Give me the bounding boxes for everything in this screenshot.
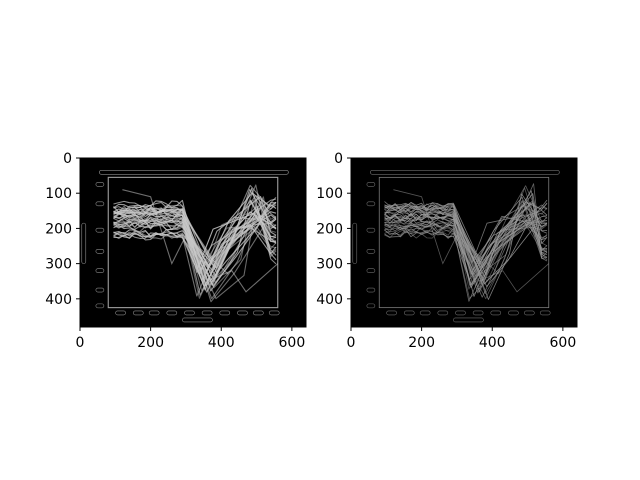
- x-tick-label: 0: [347, 335, 356, 351]
- y-tick-label: 100: [45, 186, 72, 202]
- edge-image: [352, 169, 560, 323]
- x-tick-label: 0: [76, 335, 85, 351]
- y-tick-label: 200: [45, 221, 72, 237]
- right-image-panel: 0 200 400 600 0 100 200 300 400: [316, 151, 578, 351]
- x-tick-label: 200: [137, 335, 164, 351]
- edge-image: [81, 169, 289, 323]
- y-tick-label: 200: [316, 221, 343, 237]
- x-tick-label: 600: [279, 335, 306, 351]
- y-tick-label: 0: [63, 151, 72, 167]
- x-tick-label: 400: [208, 335, 235, 351]
- axes-frame: [79, 157, 307, 328]
- left-image-panel: 0 200 400 600 0 100 200 300 400: [45, 151, 307, 351]
- axes-frame: [350, 157, 578, 328]
- x-tick-label: 200: [408, 335, 435, 351]
- y-tick-label: 400: [316, 292, 343, 308]
- x-tick-label: 400: [479, 335, 506, 351]
- x-tick-label: 600: [550, 335, 577, 351]
- y-tick-label: 300: [316, 257, 343, 273]
- y-tick-label: 100: [316, 186, 343, 202]
- y-tick-label: 400: [45, 292, 72, 308]
- y-tick-label: 300: [45, 257, 72, 273]
- y-tick-label: 0: [334, 151, 343, 167]
